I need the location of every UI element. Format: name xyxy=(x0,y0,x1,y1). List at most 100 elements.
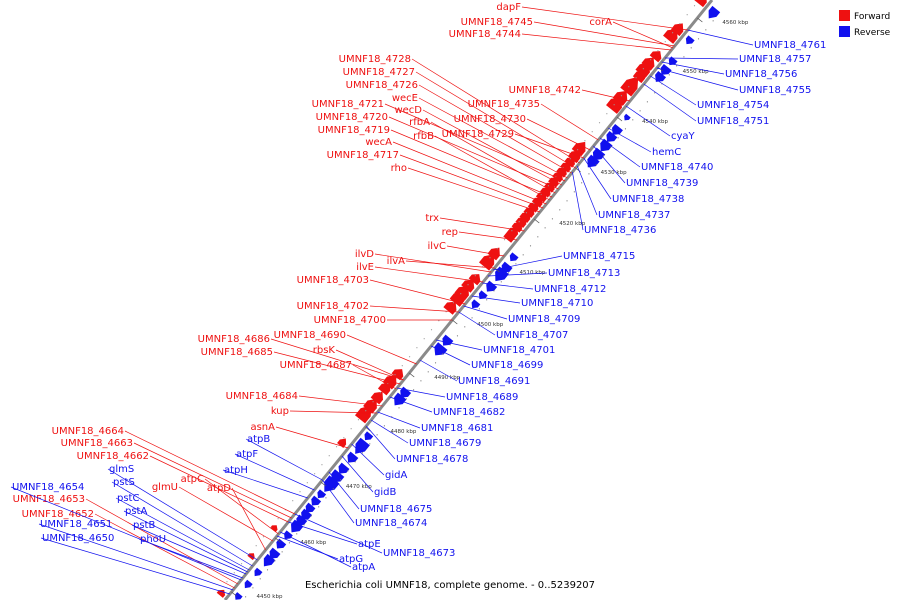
scale-tick xyxy=(697,17,703,23)
forward-gene xyxy=(571,141,586,157)
forward-gene xyxy=(479,254,495,271)
reverse-gene-label: UMNF18_4699 xyxy=(471,360,543,371)
minor-tick xyxy=(654,92,656,94)
leader-line xyxy=(492,255,563,271)
reverse-gene-label: UMNF18_4761 xyxy=(754,40,826,51)
minor-tick xyxy=(705,29,707,31)
gene-arrow xyxy=(531,197,543,208)
legend-reverse-label: Reverse xyxy=(854,28,891,38)
leader-line xyxy=(389,396,433,413)
forward-gene-label: ilvD xyxy=(355,249,374,260)
reverse-gene-label: UMNF18_4701 xyxy=(483,345,555,356)
scale-label: 4530 kbp xyxy=(601,170,627,176)
minor-tick xyxy=(500,281,502,283)
reverse-gene xyxy=(600,138,613,152)
minor-tick xyxy=(650,59,652,61)
gene-arrow xyxy=(468,274,481,286)
leader-line xyxy=(583,157,612,200)
forward-gene-label: UMNF18_4653 xyxy=(13,494,85,505)
reverse-gene xyxy=(486,280,498,292)
minor-tick xyxy=(474,275,476,277)
minor-tick xyxy=(252,587,254,589)
minor-tick xyxy=(408,356,411,358)
minor-tick xyxy=(467,284,469,286)
minor-tick xyxy=(676,65,678,67)
forward-gene-label: UMNF18_4726 xyxy=(346,80,418,91)
minor-tick xyxy=(544,227,546,229)
reverse-gene xyxy=(364,431,374,441)
reverse-gene xyxy=(624,113,631,121)
minor-tick xyxy=(690,47,692,49)
minor-tick xyxy=(639,110,641,112)
leader-line xyxy=(178,486,274,542)
minor-tick xyxy=(376,434,378,436)
leader-line xyxy=(388,116,559,190)
forward-gene xyxy=(454,285,469,301)
gene-arrow xyxy=(685,35,695,45)
reverse-gene xyxy=(254,567,263,577)
leader-line xyxy=(288,521,358,545)
forward-gene-label: UMNF18_4729 xyxy=(442,129,514,140)
leader-line xyxy=(369,305,459,313)
leader-line xyxy=(514,133,584,159)
gene-arrow xyxy=(592,147,606,161)
forward-gene xyxy=(663,28,678,44)
minor-tick xyxy=(292,500,294,502)
minor-tick xyxy=(339,479,342,481)
reverse-gene xyxy=(668,56,678,66)
gene-arrow xyxy=(660,63,672,75)
feature-layer xyxy=(216,0,721,600)
forward-gene-label: UMNF18_4684 xyxy=(226,391,298,402)
minor-tick xyxy=(620,95,623,97)
minor-tick xyxy=(559,209,561,211)
reverse-gene-label: cyaY xyxy=(671,131,696,142)
forward-gene-label: dapF xyxy=(496,2,521,13)
gene-arrow xyxy=(556,167,567,178)
forward-gene-label: UMNF18_4685 xyxy=(201,347,273,358)
leader-line xyxy=(439,217,525,232)
gene-arrow xyxy=(370,391,383,405)
forward-gene-label: UMNF18_4686 xyxy=(198,334,270,345)
leader-line xyxy=(572,171,584,231)
forward-gene xyxy=(556,167,567,178)
minor-tick xyxy=(581,182,583,184)
gene-arrow xyxy=(663,28,678,44)
leader-line xyxy=(599,137,641,168)
leader-line xyxy=(661,61,725,75)
leader-line xyxy=(521,6,688,31)
gene-arrow xyxy=(337,438,347,449)
minor-tick xyxy=(518,221,520,223)
minor-tick xyxy=(671,32,674,34)
minor-tick xyxy=(401,365,403,367)
gene-arrow xyxy=(544,182,555,193)
leader-line xyxy=(392,141,547,205)
gene-arrow xyxy=(276,538,287,549)
minor-tick xyxy=(427,371,429,373)
reverse-gene-label: UMNF18_4739 xyxy=(626,178,698,189)
reverse-gene xyxy=(311,495,322,506)
gene-arrow xyxy=(587,154,600,168)
forward-gene-label: UMNF18_4702 xyxy=(297,301,369,312)
minor-tick xyxy=(423,338,425,340)
leader-line xyxy=(149,455,289,523)
reverse-gene-label: UMNF18_4740 xyxy=(641,162,713,173)
gene-arrow xyxy=(354,405,372,424)
forward-gene-label: UMNF18_4717 xyxy=(327,150,399,161)
leader-line xyxy=(471,295,521,304)
scale-label: 4450 kbp xyxy=(257,594,283,600)
minor-tick xyxy=(314,473,316,475)
minor-tick xyxy=(551,218,554,220)
forward-gene-label: atpC xyxy=(181,474,204,485)
leader-line xyxy=(222,469,308,499)
reverse-gene-label: UMNF18_4737 xyxy=(598,210,670,221)
minor-tick xyxy=(357,419,360,421)
minor-tick xyxy=(328,455,330,457)
reverse-gene xyxy=(263,553,276,567)
minor-tick xyxy=(318,506,320,508)
leader-line xyxy=(650,75,697,106)
minor-tick xyxy=(420,380,422,382)
minor-tick xyxy=(372,401,374,403)
leader-line xyxy=(10,486,242,581)
minor-tick xyxy=(303,524,305,526)
